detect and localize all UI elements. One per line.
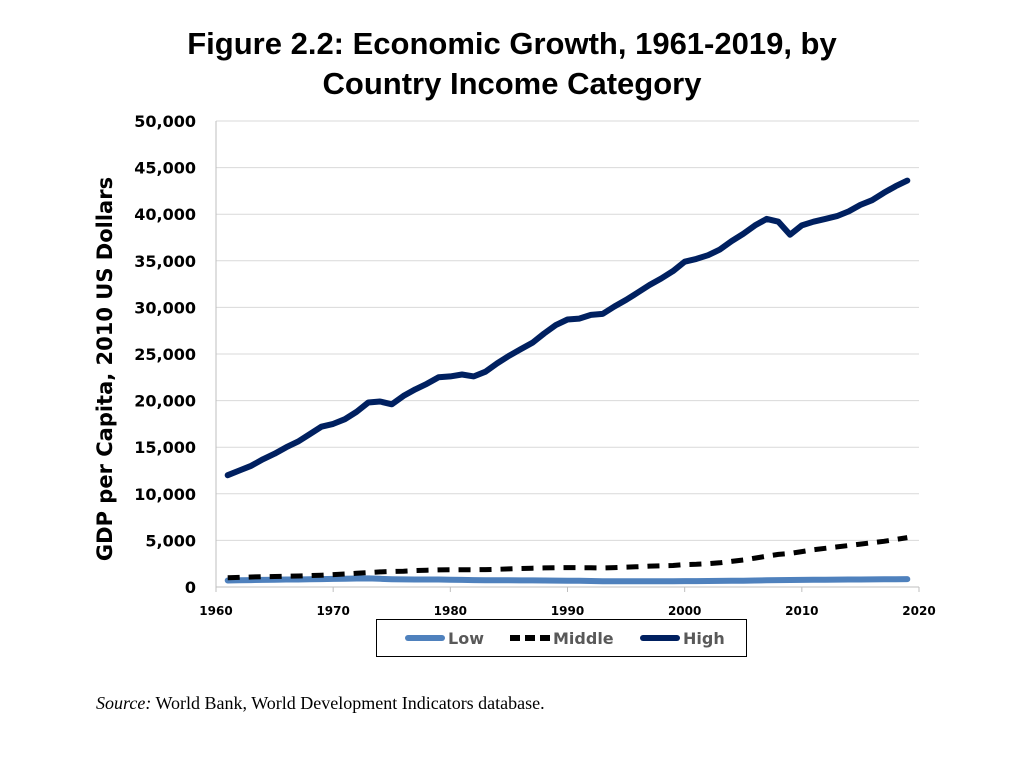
y-tick-label-5000: 5,000 xyxy=(145,531,196,550)
y-tick-label-30000: 30,000 xyxy=(134,298,196,317)
chart-title-line-1: Figure 2.2: Economic Growth, 1961-2019, … xyxy=(187,26,837,61)
y-tick-label-45000: 45,000 xyxy=(134,159,196,178)
y-tick-label-0: 0 xyxy=(185,578,196,597)
legend-item-middle: Middle xyxy=(510,620,614,656)
legend-swatch-middle xyxy=(510,635,550,641)
x-tick-label-1970: 1970 xyxy=(316,604,349,618)
y-tick-label-50000: 50,000 xyxy=(134,112,196,131)
y-tick-label-15000: 15,000 xyxy=(134,438,196,457)
x-tick-label-2010: 2010 xyxy=(785,604,818,618)
legend-label-middle: Middle xyxy=(553,628,614,648)
y-axis-title: GDP per Capita, 2010 US Dollars xyxy=(93,177,117,561)
x-tick-label-2020: 2020 xyxy=(902,604,935,618)
x-tick-label-1980: 1980 xyxy=(434,604,467,618)
source-label: Source: xyxy=(96,693,152,713)
series-line-high xyxy=(224,177,911,479)
y-tick-label-10000: 10,000 xyxy=(134,485,196,504)
legend-label-low: Low xyxy=(448,628,484,648)
legend-item-low: Low xyxy=(405,620,484,656)
y-tick-label-35000: 35,000 xyxy=(134,252,196,271)
legend-swatch-high xyxy=(640,635,680,641)
series-line-low xyxy=(224,575,911,585)
chart-title-line-2: Country Income Category xyxy=(322,66,702,101)
source-text: World Bank, World Development Indicators… xyxy=(151,693,545,713)
y-tick-label-25000: 25,000 xyxy=(134,345,196,364)
source-note: Source: World Bank, World Development In… xyxy=(96,693,545,714)
legend-item-high: High xyxy=(640,620,725,656)
legend-swatch-low xyxy=(405,635,445,641)
chart-legend: Low Middle High xyxy=(376,619,747,657)
series-line-middle xyxy=(227,535,908,581)
x-tick-label-1960: 1960 xyxy=(199,604,232,618)
chart-title: Figure 2.2: Economic Growth, 1961-2019, … xyxy=(120,24,904,104)
legend-label-high: High xyxy=(683,628,725,648)
x-tick-label-1990: 1990 xyxy=(551,604,584,618)
y-tick-label-40000: 40,000 xyxy=(134,205,196,224)
x-tick-label-2000: 2000 xyxy=(668,604,701,618)
y-tick-label-20000: 20,000 xyxy=(134,392,196,411)
